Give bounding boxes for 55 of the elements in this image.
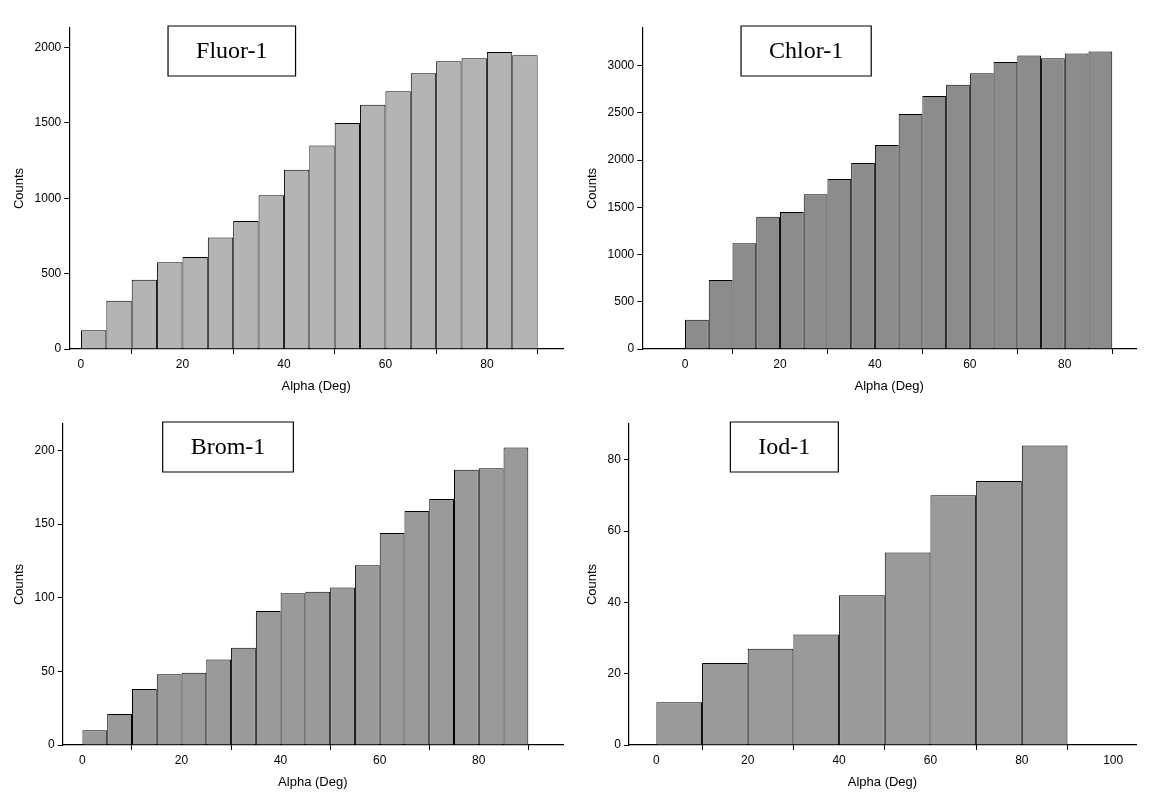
y-tick-label: 150 xyxy=(34,516,55,531)
y-tick-label: 1500 xyxy=(34,115,62,130)
y-tick-label: 50 xyxy=(41,663,55,678)
x-tick-label: 60 xyxy=(963,356,977,371)
chart-title: Chlor-1 xyxy=(769,37,844,64)
x-tick-label: 40 xyxy=(868,356,882,371)
x-tick-label: 60 xyxy=(378,356,393,371)
x-tick-label: 80 xyxy=(480,356,494,371)
x-tick-label: 20 xyxy=(773,356,787,371)
y-tick-label: 0 xyxy=(627,341,635,356)
x-axis-title: Alpha (Deg) xyxy=(854,377,924,393)
x-tick-label: 40 xyxy=(273,752,288,767)
x-axis-title: Alpha (Deg) xyxy=(281,377,351,393)
x-tick-label: 60 xyxy=(373,752,387,767)
x-tick-label: 80 xyxy=(1015,752,1029,767)
y-tick-label: 60 xyxy=(607,523,622,538)
x-tick-label: 100 xyxy=(1103,752,1124,767)
y-tick-label: 500 xyxy=(614,294,635,309)
x-tick-label: 20 xyxy=(174,752,189,767)
y-tick-label: 100 xyxy=(34,590,55,605)
x-tick-label: 20 xyxy=(175,356,190,371)
x-tick-label: 20 xyxy=(741,752,755,767)
y-tick-label: 80 xyxy=(607,451,622,466)
y-tick-label: 2000 xyxy=(607,152,635,167)
chart-title: Fluor-1 xyxy=(196,37,268,64)
chart-title: Brom-1 xyxy=(190,433,266,460)
y-tick-label: 3000 xyxy=(607,58,635,73)
y-tick-label: 0 xyxy=(54,341,62,356)
y-axis-title: Counts xyxy=(584,563,600,606)
x-tick-label: 0 xyxy=(653,752,661,767)
y-axis-title: Counts xyxy=(584,167,600,210)
y-tick-label: 1000 xyxy=(34,190,62,205)
y-tick-label: 2500 xyxy=(607,105,635,120)
y-tick-label: 0 xyxy=(47,737,55,752)
y-tick-label: 1000 xyxy=(607,246,635,261)
x-tick-label: 0 xyxy=(681,356,689,371)
x-tick-label: 0 xyxy=(79,752,87,767)
y-tick-label: 500 xyxy=(41,265,62,280)
chart-title: Iod-1 xyxy=(758,433,811,460)
x-tick-label: 80 xyxy=(472,752,486,767)
x-axis-title: Alpha (Deg) xyxy=(847,773,918,789)
y-tick-label: 0 xyxy=(614,737,622,752)
y-axis-title: Counts xyxy=(11,167,27,210)
x-axis-title: Alpha (Deg) xyxy=(278,773,348,789)
y-tick-label: 200 xyxy=(34,442,55,457)
x-tick-label: 80 xyxy=(1058,356,1072,371)
x-tick-label: 60 xyxy=(923,752,938,767)
y-axis-title: Counts xyxy=(11,563,27,606)
x-tick-label: 40 xyxy=(832,752,847,767)
y-tick-label: 1500 xyxy=(607,199,635,214)
y-tick-label: 40 xyxy=(607,594,622,609)
y-tick-label: 20 xyxy=(607,665,622,680)
x-tick-label: 0 xyxy=(77,356,85,371)
y-tick-label: 2000 xyxy=(34,39,62,54)
x-tick-label: 40 xyxy=(277,356,291,371)
